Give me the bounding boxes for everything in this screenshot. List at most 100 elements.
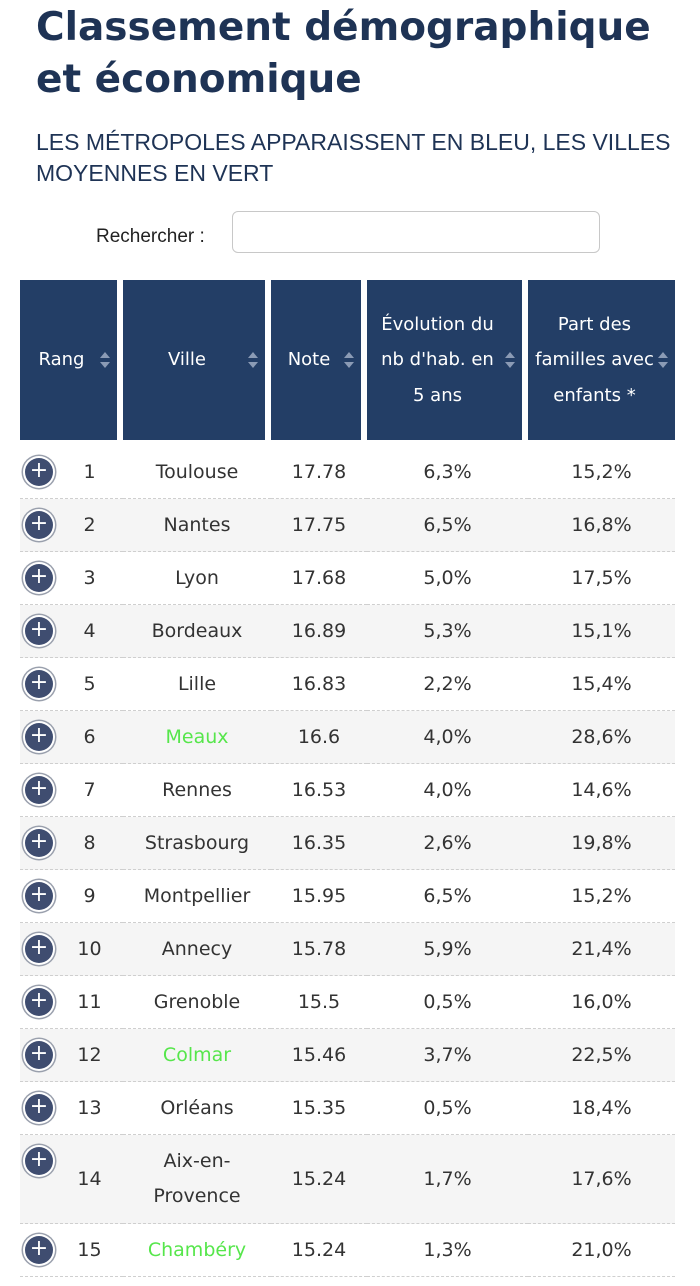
table-row[interactable]: +12 Colmar 15.46 3,7% 22,5% xyxy=(20,1029,675,1082)
plus-circle-icon[interactable]: + xyxy=(25,458,53,486)
note-cell: 16.35 xyxy=(271,817,367,870)
table-row[interactable]: +4 Bordeaux 16.89 5,3% 15,1% xyxy=(20,605,675,658)
sort-arrows-icon[interactable] xyxy=(344,352,354,368)
familles-cell: 19,8% xyxy=(528,817,675,870)
plus-circle-icon[interactable]: + xyxy=(25,511,53,539)
city-cell: Annecy xyxy=(123,923,271,976)
plus-circle-icon[interactable]: + xyxy=(25,1147,53,1175)
column-header-evolution[interactable]: Évolution du nb d'hab. en 5 ans xyxy=(367,280,528,440)
plus-circle-icon[interactable]: + xyxy=(25,776,53,804)
city-cell: Chambéry xyxy=(123,1224,271,1277)
plus-glyph: + xyxy=(29,564,49,589)
note-cell: 16.83 xyxy=(271,658,367,711)
table-row[interactable]: +9 Montpellier 15.95 6,5% 15,2% xyxy=(20,870,675,923)
note-cell: 17.75 xyxy=(271,499,367,552)
rank-value: 13 xyxy=(77,1097,102,1119)
familles-cell: 15,2% xyxy=(528,446,675,499)
evolution-cell: 6,5% xyxy=(367,499,528,552)
table-row[interactable]: +10 Annecy 15.78 5,9% 21,4% xyxy=(20,923,675,976)
rank-cell: +14 xyxy=(20,1135,123,1224)
familles-cell: 28,6% xyxy=(528,711,675,764)
rank-value: 15 xyxy=(77,1239,102,1261)
plus-circle-icon[interactable]: + xyxy=(25,1094,53,1122)
plus-glyph: + xyxy=(29,670,49,695)
table-row[interactable]: +13 Orléans 15.35 0,5% 18,4% xyxy=(20,1082,675,1135)
sort-arrows-icon[interactable] xyxy=(248,352,258,368)
plus-circle-icon[interactable]: + xyxy=(25,1236,53,1264)
familles-cell: 17,5% xyxy=(528,552,675,605)
column-header-note[interactable]: Note xyxy=(271,280,367,440)
rank-cell: +15 xyxy=(20,1224,123,1277)
table-row[interactable]: +2 Nantes 17.75 6,5% 16,8% xyxy=(20,499,675,552)
column-header-label: Évolution du nb d'hab. en 5 ans xyxy=(381,313,494,406)
evolution-cell: 5,9% xyxy=(367,923,528,976)
city-cell: Rennes xyxy=(123,764,271,817)
city-cell: Meaux xyxy=(123,711,271,764)
table-row[interactable]: +14 Aix-en-Provence 15.24 1,7% 17,6% xyxy=(20,1135,675,1224)
plus-glyph: + xyxy=(29,776,49,801)
city-cell: Bordeaux xyxy=(123,605,271,658)
plus-glyph: + xyxy=(29,617,49,642)
table-row[interactable]: +6 Meaux 16.6 4,0% 28,6% xyxy=(20,711,675,764)
rank-cell: +8 xyxy=(20,817,123,870)
rank-value: 6 xyxy=(83,726,96,748)
sort-arrows-icon[interactable] xyxy=(505,352,515,368)
page-title: Classement démographique et économique xyxy=(36,5,651,102)
plus-circle-icon[interactable]: + xyxy=(25,988,53,1016)
plus-circle-icon[interactable]: + xyxy=(25,617,53,645)
column-header-familles[interactable]: Part des familles avec enfants * xyxy=(528,280,675,440)
note-cell: 15.95 xyxy=(271,870,367,923)
city-cell: Strasbourg xyxy=(123,817,271,870)
column-header-label: Note xyxy=(287,349,331,371)
rank-value: 12 xyxy=(77,1044,102,1066)
table-row[interactable]: +5 Lille 16.83 2,2% 15,4% xyxy=(20,658,675,711)
column-header-ville[interactable]: Ville xyxy=(123,280,271,440)
column-header-rang[interactable]: Rang xyxy=(20,280,123,440)
table-row[interactable]: +8 Strasbourg 16.35 2,6% 19,8% xyxy=(20,817,675,870)
familles-cell: 15,1% xyxy=(528,605,675,658)
plus-glyph: + xyxy=(29,511,49,536)
city-cell: Lyon xyxy=(123,552,271,605)
column-header-label: Rang xyxy=(38,349,85,371)
note-cell: 15.46 xyxy=(271,1029,367,1082)
city-cell: Aix-en-Provence xyxy=(123,1135,271,1224)
sort-arrows-icon[interactable] xyxy=(100,352,110,368)
table-row[interactable]: +3 Lyon 17.68 5,0% 17,5% xyxy=(20,552,675,605)
familles-cell: 16,0% xyxy=(528,976,675,1029)
note-cell: 17.78 xyxy=(271,446,367,499)
search-input[interactable] xyxy=(232,211,600,253)
city-cell: Montpellier xyxy=(123,870,271,923)
plus-circle-icon[interactable]: + xyxy=(25,882,53,910)
plus-glyph: + xyxy=(29,829,49,854)
column-header-label: Ville xyxy=(168,349,206,371)
plus-circle-icon[interactable]: + xyxy=(25,670,53,698)
table-row[interactable]: +7 Rennes 16.53 4,0% 14,6% xyxy=(20,764,675,817)
rank-cell: +3 xyxy=(20,552,123,605)
plus-circle-icon[interactable]: + xyxy=(25,1041,53,1069)
plus-circle-icon[interactable]: + xyxy=(25,829,53,857)
evolution-cell: 6,3% xyxy=(367,446,528,499)
rank-cell: +5 xyxy=(20,658,123,711)
city-cell: Toulouse xyxy=(123,446,271,499)
table-row[interactable]: +1 Toulouse 17.78 6,3% 15,2% xyxy=(20,446,675,499)
plus-circle-icon[interactable]: + xyxy=(25,564,53,592)
plus-glyph: + xyxy=(29,458,49,483)
note-cell: 15.24 xyxy=(271,1135,367,1224)
rank-value: 2 xyxy=(83,514,96,536)
plus-circle-icon[interactable]: + xyxy=(25,723,53,751)
column-header-label: Part des familles avec enfants * xyxy=(535,313,654,406)
city-cell: Colmar xyxy=(123,1029,271,1082)
table-row[interactable]: +11 Grenoble 15.5 0,5% 16,0% xyxy=(20,976,675,1029)
plus-circle-icon[interactable]: + xyxy=(25,935,53,963)
search-label: Rechercher : xyxy=(96,226,205,247)
note-cell: 16.89 xyxy=(271,605,367,658)
rank-value: 11 xyxy=(77,991,102,1013)
rank-value: 3 xyxy=(83,567,96,589)
evolution-cell: 4,0% xyxy=(367,764,528,817)
city-cell: Orléans xyxy=(123,1082,271,1135)
sort-arrows-icon[interactable] xyxy=(658,352,668,368)
evolution-cell: 6,5% xyxy=(367,870,528,923)
note-cell: 16.6 xyxy=(271,711,367,764)
ranking-table: Rang Ville Note Évolution du nb d'hab. e… xyxy=(20,280,675,1277)
table-row[interactable]: +15 Chambéry 15.24 1,3% 21,0% xyxy=(20,1224,675,1277)
